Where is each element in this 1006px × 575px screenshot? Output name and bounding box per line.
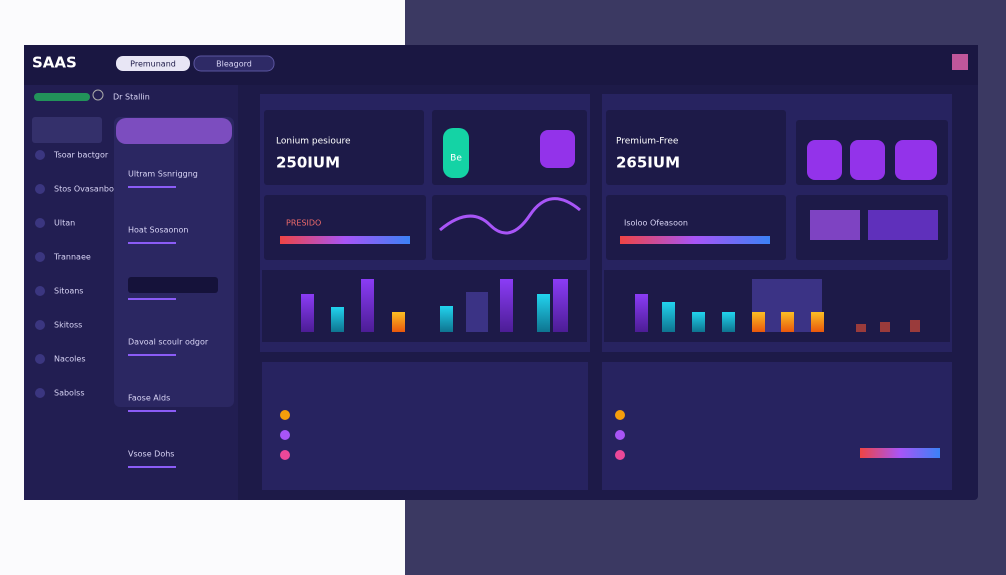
nav-icon[interactable]: [35, 184, 45, 194]
nav-icon[interactable]: [35, 354, 45, 364]
chart-label: PRESIDO: [286, 219, 321, 228]
chart-label: Isoloo Ofeasoon: [624, 219, 688, 228]
panel-item[interactable]: Davoal scoulr odgor: [128, 338, 209, 347]
nav-icon[interactable]: [35, 252, 45, 262]
panel-item[interactable]: Ultram Ssnriggng: [128, 170, 198, 179]
card: [432, 195, 587, 260]
card: [606, 195, 786, 260]
panel-head: [116, 118, 232, 144]
progress: [280, 236, 410, 244]
card-title: Lonium pesioure: [276, 137, 351, 147]
nav-item[interactable]: Nacoles: [54, 355, 86, 364]
bars: [301, 279, 568, 332]
tab-label: Bleagord: [216, 60, 252, 69]
tab[interactable]: [193, 55, 275, 72]
nav-icon[interactable]: [35, 150, 45, 160]
nav-item[interactable]: Skitoss: [54, 321, 82, 330]
panel-line: [128, 410, 176, 412]
card-value: 265IUM: [616, 154, 680, 172]
wave: [439, 197, 581, 235]
nav-item[interactable]: Stos Ovasanbol: [54, 185, 116, 194]
panel-line: [128, 354, 176, 356]
panel-item[interactable]: Hoat Sosaonon: [128, 226, 188, 235]
nav-item[interactable]: Tsoar bactgor: [53, 151, 109, 160]
table: [602, 362, 952, 490]
tab-label: Premunand: [130, 60, 176, 69]
avatar[interactable]: [952, 54, 968, 70]
nav-icon[interactable]: [35, 286, 45, 296]
panel-line: [128, 186, 176, 188]
panel-item[interactable]: Faose Alds: [128, 394, 170, 403]
card: [264, 195, 426, 260]
bars: [635, 279, 920, 332]
table: [262, 362, 588, 490]
nav-icon[interactable]: [35, 218, 45, 228]
status: [34, 93, 90, 101]
badge: [443, 128, 469, 178]
panel-item[interactable]: Vsose Dohs: [128, 450, 174, 459]
progress: [620, 236, 770, 244]
panel-line: [128, 298, 176, 300]
logo: SAAS: [32, 54, 77, 72]
chart-card: [262, 270, 587, 342]
heat-row: [860, 448, 940, 458]
nav-item[interactable]: Ultan: [54, 219, 75, 228]
card: [264, 110, 424, 185]
card-value: 250IUM: [276, 154, 340, 172]
nav-icon[interactable]: [35, 388, 45, 398]
panel-line: [128, 466, 176, 468]
nav-icon[interactable]: [35, 320, 45, 330]
card-title: Premium-Free: [616, 137, 679, 147]
sidebar-title: Dr Stallin: [113, 93, 150, 102]
nav-item[interactable]: Trannaee: [53, 253, 91, 262]
nav-item[interactable]: Sitoans: [54, 287, 83, 296]
input[interactable]: [128, 277, 218, 293]
block: [540, 130, 575, 168]
icon: [92, 89, 104, 101]
nav-item[interactable]: Sabolss: [54, 389, 85, 398]
panel-line: [128, 242, 176, 244]
card: [606, 110, 786, 185]
tab[interactable]: [116, 56, 190, 71]
badge-text: Be: [450, 154, 462, 164]
card: [32, 117, 102, 143]
panel: [114, 117, 234, 407]
